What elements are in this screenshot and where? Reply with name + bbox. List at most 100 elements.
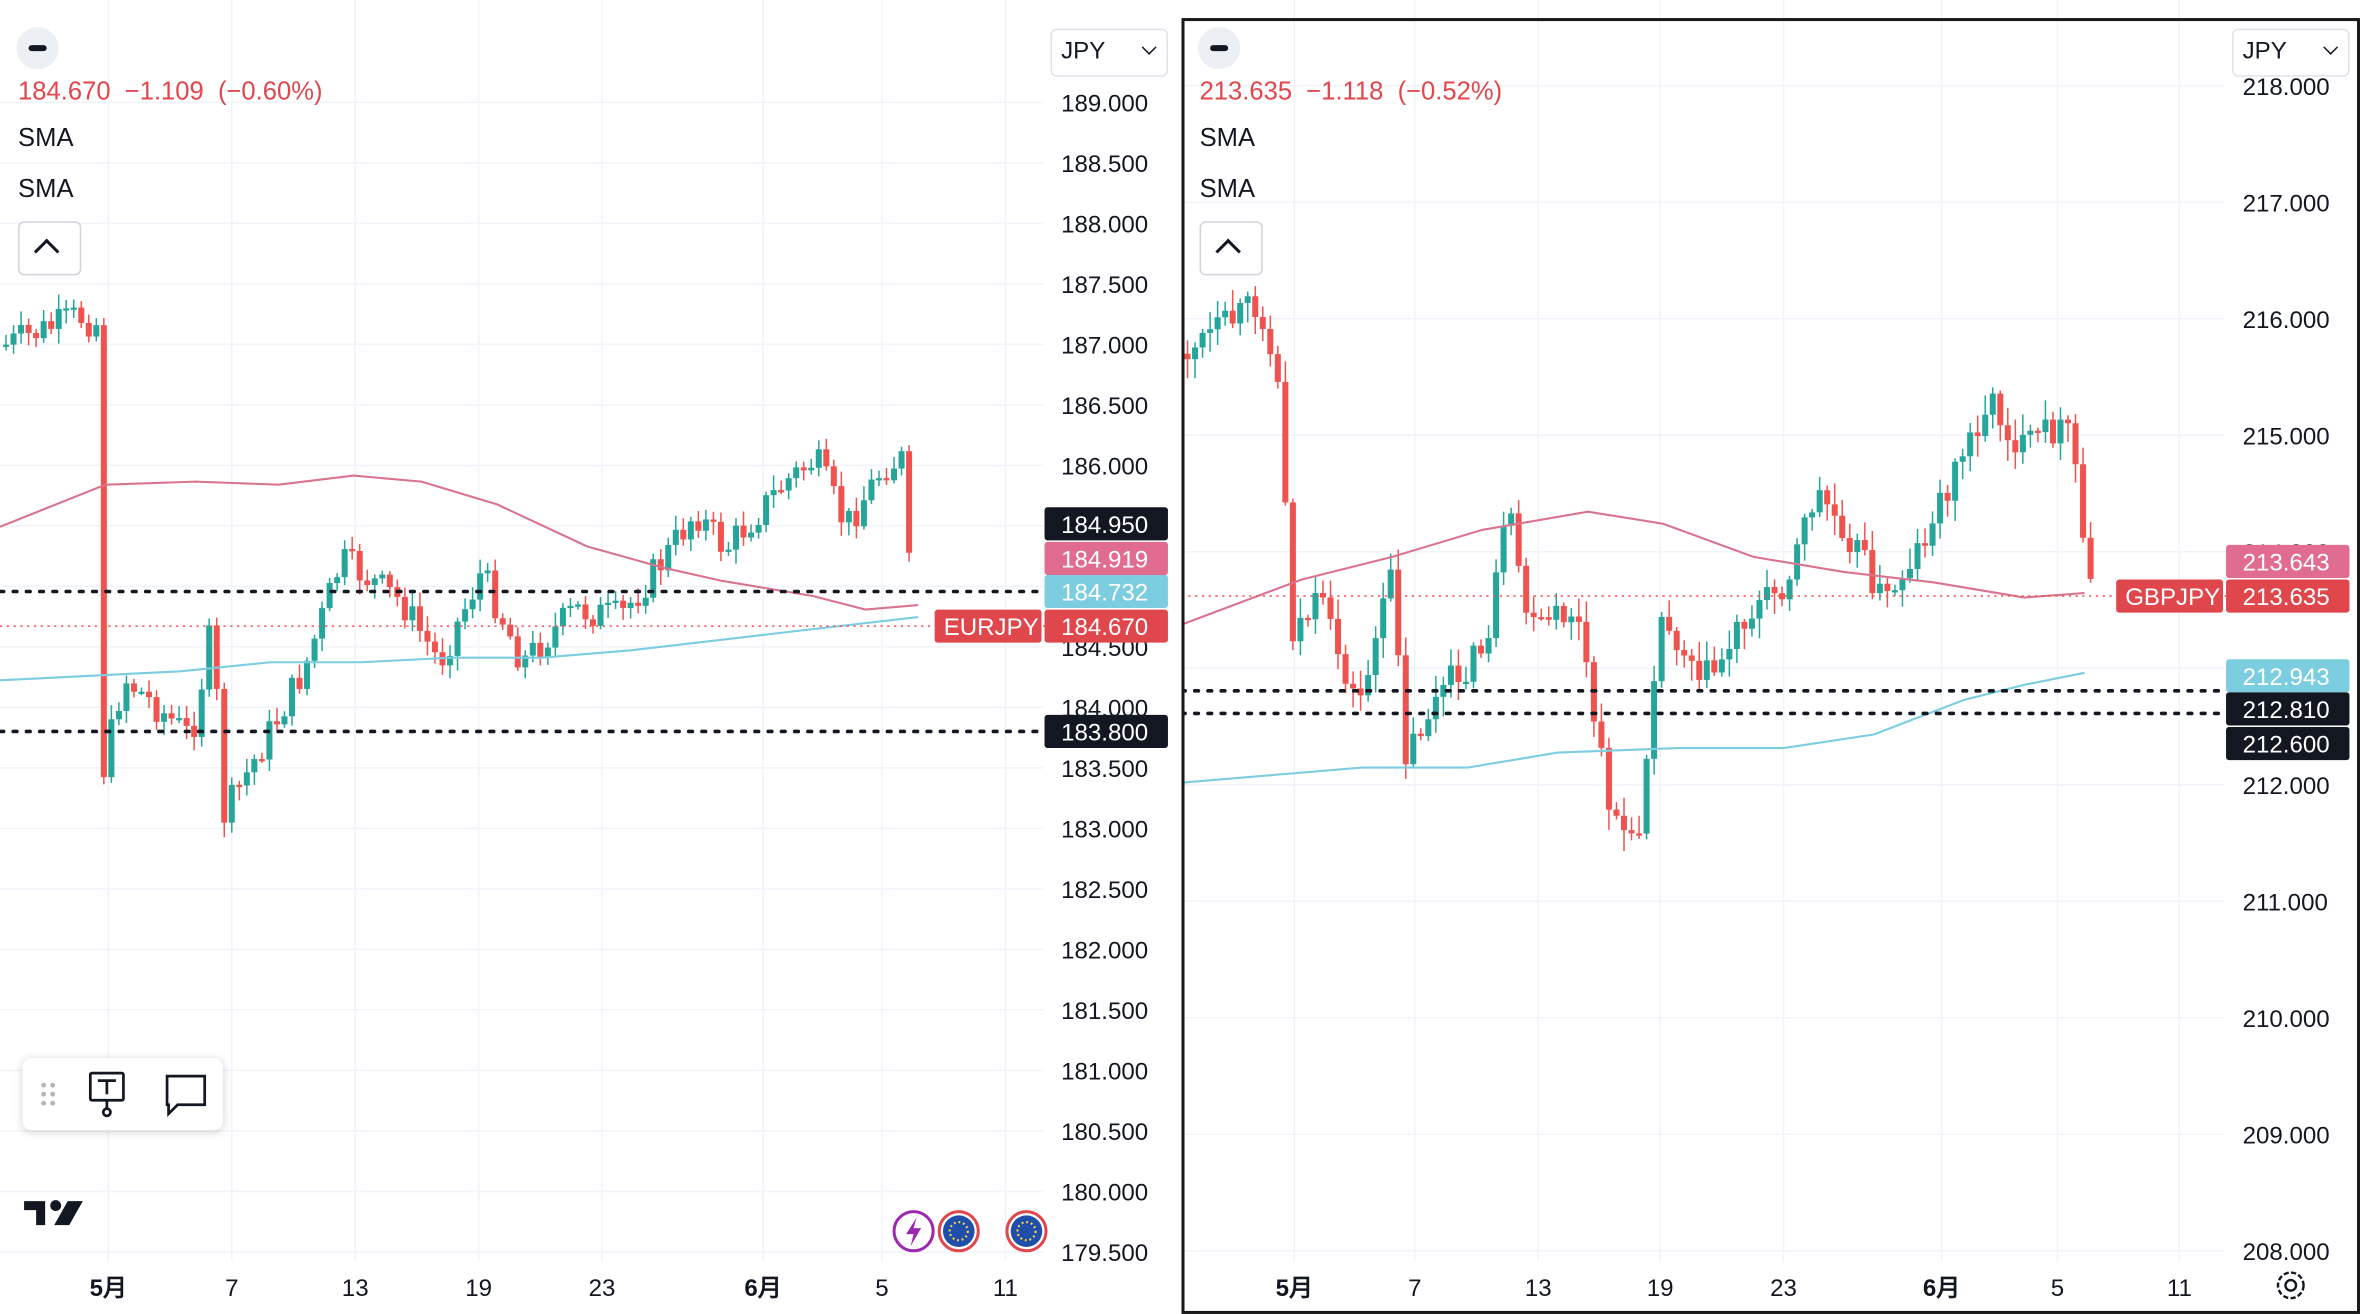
candle-body	[1861, 540, 1868, 551]
candle-body	[2065, 419, 2072, 424]
y-axis-tick-label: 215.000	[2243, 423, 2330, 450]
collapse-legend-button[interactable]	[18, 221, 82, 276]
candle-body	[1824, 490, 1831, 505]
candle-body	[1508, 513, 1515, 526]
candle-body	[168, 713, 175, 719]
candle-body	[243, 772, 250, 786]
candle-body	[1718, 659, 1725, 673]
candle-body	[288, 677, 295, 717]
y-axis-tick-label: 179.500	[1061, 1240, 1148, 1267]
candle-body	[198, 689, 205, 737]
x-axis-tick-label: 6月	[1923, 1275, 1960, 1302]
x-axis-tick-label: 13	[1525, 1275, 1552, 1302]
candle-body	[266, 721, 273, 760]
tradingview-logo[interactable]	[21, 1195, 111, 1240]
minus-icon[interactable]	[16, 27, 59, 70]
chart-pane-eurjpy[interactable]: 189.000 188.500 188.000 187.500 187.000 186.5…	[0, 0, 1182, 1314]
candle-body	[1282, 381, 1289, 503]
candle-body	[1447, 665, 1454, 685]
x-axis-tick-label: 11	[2167, 1275, 2192, 1302]
candle-body	[838, 486, 845, 523]
candle-body	[522, 655, 529, 668]
candle-body	[1470, 645, 1477, 682]
candle-body	[702, 519, 709, 531]
candle-body	[1274, 354, 1281, 382]
candle-body	[1673, 630, 1680, 651]
x-axis-tick-label: 11	[993, 1275, 1018, 1302]
symbol-tag	[2116, 579, 2224, 613]
currency-selector[interactable]: JPY	[2232, 28, 2350, 77]
candle-body	[793, 467, 800, 479]
candle-body	[25, 324, 32, 333]
chevron-up-icon	[33, 238, 60, 265]
candle-body	[356, 550, 363, 581]
chart-pane-gbpjpy[interactable]: 218.000217.000216.000215.000214.000213.0…	[1181, 0, 2360, 1314]
candle-body	[319, 608, 326, 639]
candle-body	[1252, 296, 1259, 317]
candle-body	[371, 578, 378, 585]
price-tag-label: 183.800	[1061, 720, 1148, 747]
candle-body	[635, 602, 642, 606]
candle-body	[379, 574, 386, 579]
candle-body	[1289, 502, 1296, 642]
floating-drawing-toolbar[interactable]	[22, 1058, 223, 1131]
gbpjpy-chart-canvas[interactable]: 218.000217.000216.000215.000214.000213.0…	[1181, 0, 2360, 1314]
y-axis-tick-label: 216.000	[2243, 307, 2330, 334]
candle-body	[1184, 353, 1191, 360]
candle-body	[1515, 513, 1522, 566]
candle-body	[1733, 621, 1740, 649]
candle-body	[1914, 543, 1921, 569]
eurjpy-chart-canvas[interactable]: 189.000 188.500 188.000 187.500 187.000 186.5…	[0, 0, 1182, 1314]
candle-body	[559, 607, 566, 627]
candle-body	[1876, 583, 1883, 594]
y-axis-tick-label: 208.000	[2243, 1239, 2330, 1266]
candle-body	[1741, 621, 1748, 629]
candle-body	[1997, 393, 2004, 426]
candle-body	[1771, 587, 1778, 594]
y-axis-tick-label: 209.000	[2243, 1122, 2330, 1149]
x-axis-tick-label: 6月	[744, 1275, 781, 1302]
candle-body	[2012, 440, 2019, 453]
indicator-sma-1[interactable]: SMA	[1199, 123, 1256, 153]
indicator-sma-2[interactable]: SMA	[18, 174, 74, 204]
candle-body	[1372, 638, 1379, 676]
candle-body	[1545, 617, 1552, 620]
candle-body	[1342, 654, 1349, 684]
indicator-sma-2[interactable]: SMA	[1199, 174, 1256, 204]
x-axis-tick-label: 7	[1408, 1275, 1421, 1302]
collapse-legend-button[interactable]	[1199, 221, 1263, 276]
y-axis-tick-label: 188.000	[1061, 211, 1148, 238]
minus-icon[interactable]	[1198, 27, 1241, 70]
candle-body	[1304, 617, 1311, 621]
candle-body	[620, 600, 627, 608]
candle-body	[281, 716, 288, 725]
candle-body	[183, 718, 190, 726]
event-markers	[892, 1210, 1048, 1253]
candle-body	[590, 619, 597, 626]
candle-body	[514, 636, 521, 668]
x-axis-tick-label: 7	[225, 1275, 238, 1302]
indicator-sma-1[interactable]: SMA	[18, 123, 74, 153]
sma-long-line	[0, 474, 919, 611]
candle-body	[823, 449, 830, 467]
flash-icon	[892, 1210, 935, 1253]
candle-body	[1312, 593, 1319, 620]
settings-icon[interactable]	[2271, 1266, 2310, 1305]
candle-body	[1493, 572, 1500, 639]
candle-body	[499, 618, 506, 625]
candle-body	[1207, 329, 1214, 333]
y-axis-tick-label: 187.500	[1061, 272, 1148, 299]
price-tag	[2226, 659, 2350, 693]
y-axis-tick-label: 187.000	[1061, 332, 1148, 359]
y-axis-tick-label: 189.000	[1061, 90, 1148, 117]
candle-body	[409, 606, 416, 621]
candle-body	[1809, 512, 1816, 518]
candle-body	[1869, 550, 1876, 594]
candle-body	[1244, 296, 1251, 303]
currency-selector[interactable]: JPY	[1050, 28, 1168, 77]
candle-body	[213, 625, 220, 689]
candle-body	[740, 525, 747, 538]
candle-body	[748, 532, 755, 538]
chevron-down-icon	[1141, 39, 1157, 55]
candle-body	[1620, 815, 1628, 831]
